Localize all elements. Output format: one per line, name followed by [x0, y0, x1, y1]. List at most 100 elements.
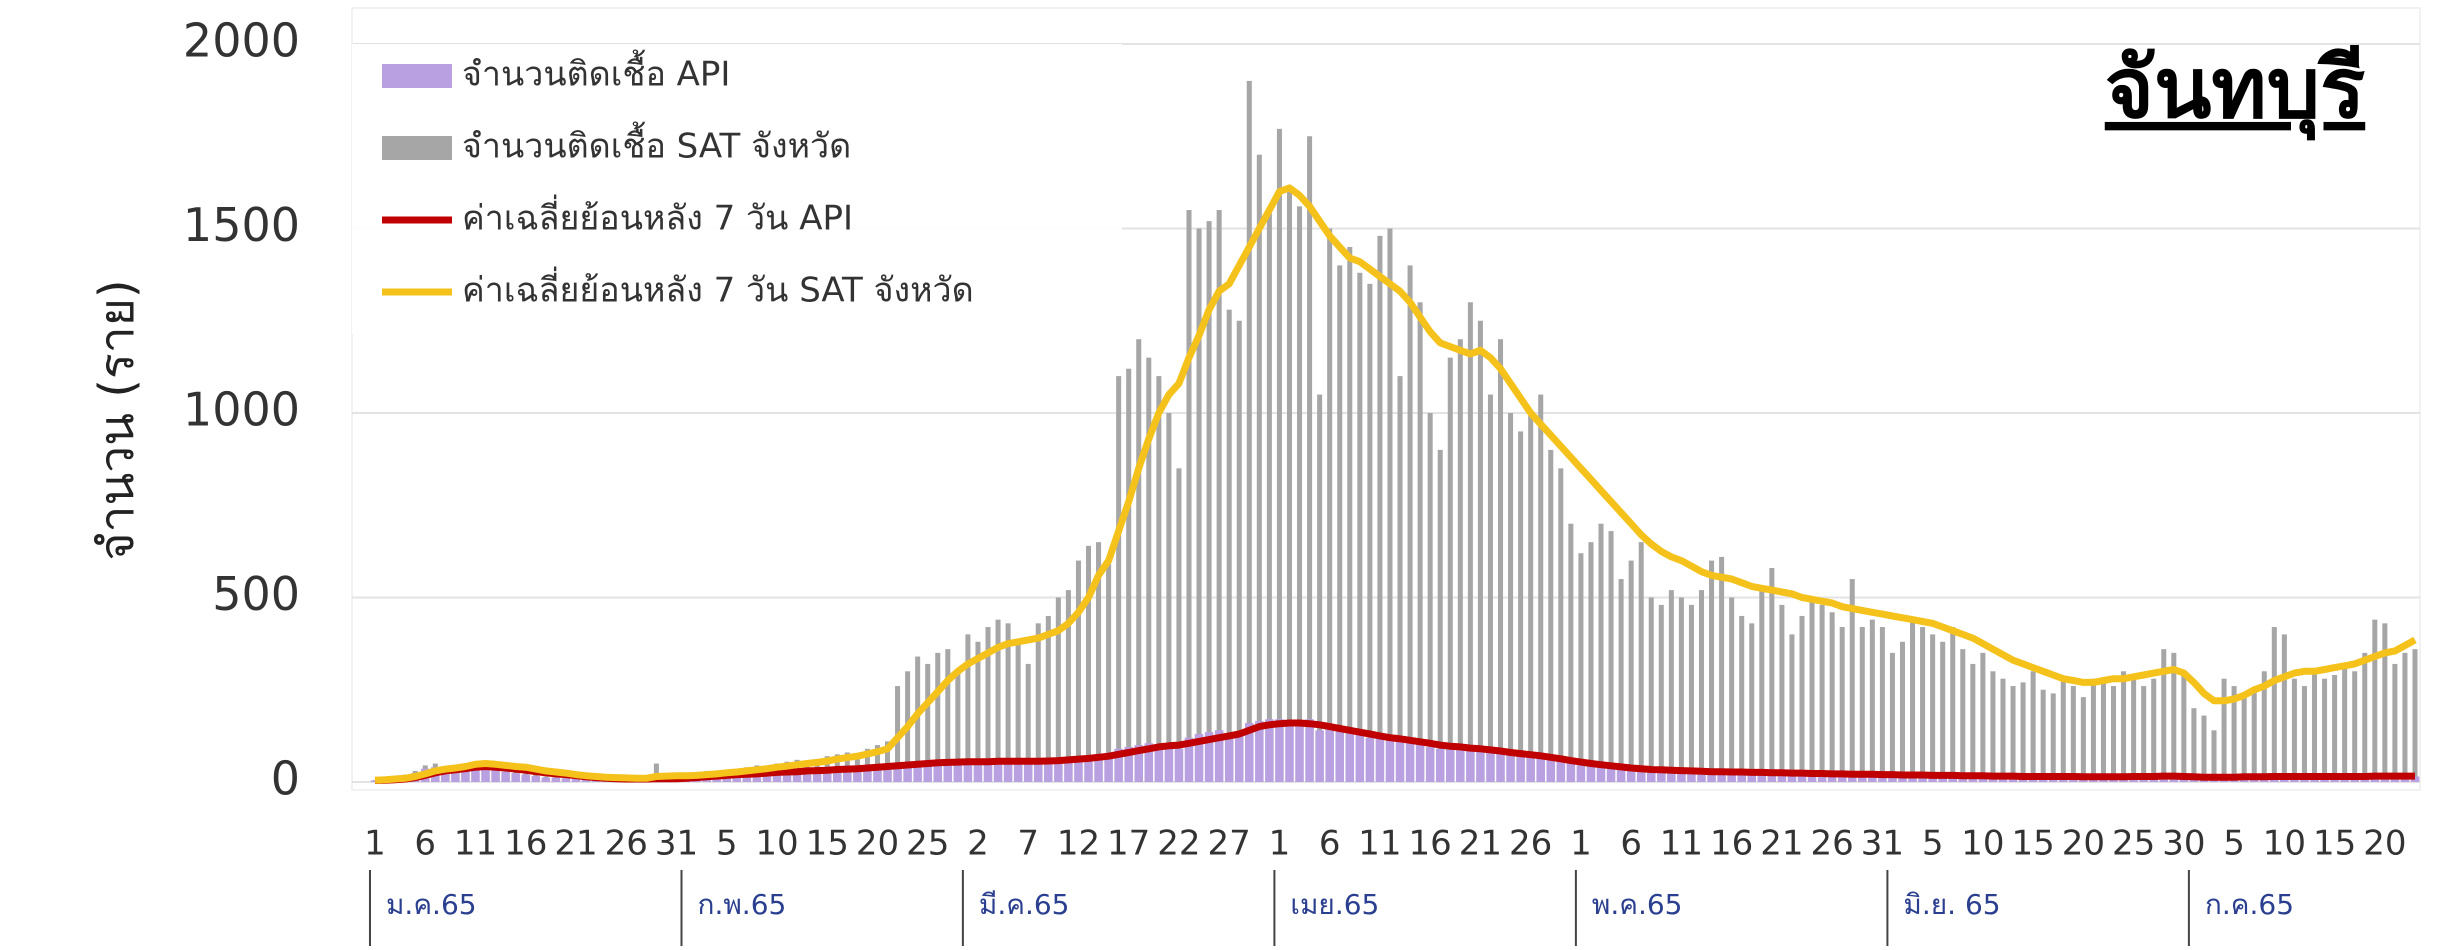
bar: [1787, 773, 1797, 782]
bar: [1224, 734, 1234, 782]
x-group-label: พ.ค.65: [1592, 888, 1683, 921]
bar: [953, 761, 963, 782]
bar: [571, 779, 581, 782]
bar: [1687, 771, 1696, 782]
bar: [481, 767, 490, 782]
bar: [1858, 774, 1867, 782]
bar: [975, 641, 981, 782]
x-tick-label: 16: [504, 824, 547, 864]
x-tick-label: 11: [454, 824, 497, 864]
x-tick-label: 1: [1570, 824, 1592, 864]
bar: [1638, 542, 1644, 782]
bar: [1980, 652, 1986, 782]
bar: [1677, 770, 1686, 782]
bar: [1065, 590, 1071, 782]
bar: [1305, 719, 1314, 782]
bar: [1678, 597, 1684, 782]
bar: [1849, 579, 1855, 782]
bar: [2191, 708, 2197, 782]
bar: [551, 777, 561, 782]
bar: [1970, 663, 1976, 782]
bar: [1498, 339, 1504, 782]
bar: [1337, 265, 1343, 782]
bar: [1757, 772, 1767, 782]
x-tick-label: 2: [967, 824, 989, 864]
bar: [1216, 210, 1222, 783]
x-tick-label: 22: [1157, 824, 1200, 864]
bar: [521, 774, 531, 782]
x-tick-label: 1: [364, 824, 386, 864]
bar: [995, 619, 1001, 782]
bar: [1013, 761, 1023, 782]
bar: [1023, 763, 1033, 782]
bar: [1869, 619, 1875, 782]
bar: [1558, 468, 1564, 782]
bar: [1226, 309, 1232, 782]
bar: [1307, 136, 1313, 782]
bar: [2171, 652, 2177, 782]
bar: [1166, 413, 1172, 782]
bar: [1136, 339, 1142, 782]
bar: [1608, 531, 1614, 782]
bar: [2271, 627, 2277, 782]
bar: [2151, 678, 2157, 782]
bar: [965, 634, 971, 782]
bar: [1367, 283, 1373, 782]
bar: [1960, 649, 1966, 782]
bar: [2141, 686, 2147, 782]
bar: [1628, 560, 1634, 782]
bar: [2000, 678, 2006, 782]
x-tick-label: 25: [906, 824, 949, 864]
bar: [581, 779, 591, 782]
bar: [1236, 320, 1242, 782]
bar: [955, 671, 961, 782]
bar: [1829, 612, 1835, 782]
bar: [1325, 726, 1334, 782]
x-tick-label: 15: [2313, 824, 2356, 864]
x-tick-label: 5: [2223, 824, 2245, 864]
bar: [1859, 627, 1865, 782]
bar: [1285, 721, 1294, 782]
x-tick-label: 21: [1459, 824, 1502, 864]
x-tick-label: 6: [1319, 824, 1341, 864]
line: [374, 184, 2417, 784]
bar: [1487, 394, 1493, 782]
x-tick-label: 25: [2112, 824, 2155, 864]
bar: [2352, 671, 2358, 782]
bar: [1769, 567, 1775, 782]
bar: [1377, 235, 1383, 782]
legend-swatch: [382, 136, 452, 160]
bar: [1990, 671, 1996, 782]
bar: [1214, 730, 1224, 782]
x-tick-label: 26: [1811, 824, 1854, 864]
bar: [1889, 652, 1895, 782]
bar: [2311, 671, 2318, 782]
bar: [1154, 745, 1164, 782]
bar: [1084, 755, 1093, 782]
bar: [1025, 663, 1031, 782]
x-tick-label: 10: [1961, 824, 2004, 864]
bar: [1809, 597, 1815, 782]
bar: [1878, 774, 1887, 782]
bar: [1486, 752, 1495, 782]
bar: [653, 763, 659, 782]
bar: [1777, 772, 1787, 782]
bar: [945, 649, 951, 782]
bar: [1578, 553, 1584, 782]
bar: [963, 761, 973, 782]
bar: [511, 773, 520, 782]
bar: [2231, 686, 2237, 782]
bar: [1518, 431, 1524, 782]
bar: [2392, 663, 2398, 782]
bar: [1646, 769, 1656, 782]
bar: [1847, 773, 1857, 782]
legend-label: จำนวนติดเชื้อ API: [462, 50, 730, 95]
x-tick-label: 20: [2363, 824, 2406, 864]
bar: [1176, 468, 1182, 782]
bar: [903, 762, 912, 782]
y-axis-title: จำนวน (ราย): [89, 279, 145, 560]
bar: [541, 777, 551, 782]
x-tick-label: 11: [1660, 824, 1703, 864]
x-tick-label: 16: [1710, 824, 1753, 864]
x-group-label: เมย.65: [1290, 888, 1379, 921]
